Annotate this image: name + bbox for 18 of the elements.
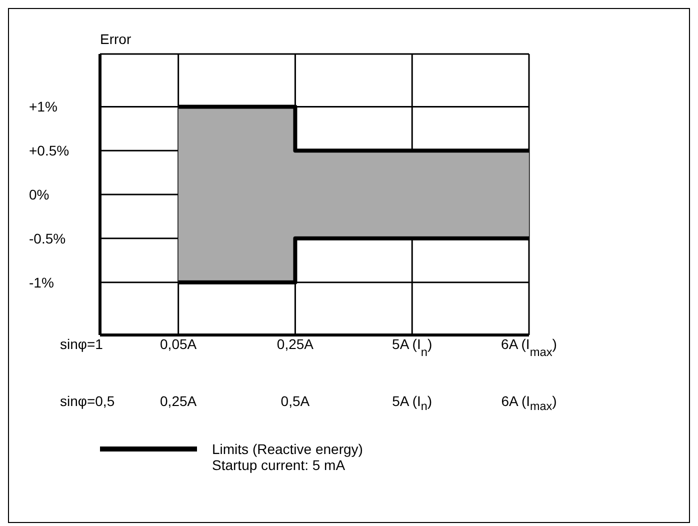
text: Limits (Reactive energy) — [212, 441, 363, 457]
y-tick-label: +1% — [29, 98, 58, 115]
text: 6A (I$_{max}$) — [500, 393, 558, 413]
text: 0,25A — [159, 393, 198, 409]
y-tick-label: -0.5% — [29, 230, 66, 246]
y-tick-label: +0.5% — [29, 142, 70, 159]
text: Startup current: 5 mA — [212, 457, 346, 473]
y-tick-label: -1% — [29, 274, 54, 290]
text: 5A (I$_{n}$) — [391, 393, 434, 413]
x-tick-label: 6A (I$_{max}$) — [501, 336, 557, 359]
y-tick-label: 0% — [29, 186, 50, 202]
x-tick-label: 5A (I$_{n}$) — [392, 336, 432, 359]
y-axis-title: Error — [100, 31, 132, 47]
x-tick-label: 0,05A — [160, 336, 198, 352]
x-tick-label: 0,25A — [276, 336, 314, 352]
text: 0,5A — [280, 393, 311, 409]
text: sinφ=0,5 — [60, 393, 115, 409]
text: sinφ=1 — [60, 336, 103, 352]
